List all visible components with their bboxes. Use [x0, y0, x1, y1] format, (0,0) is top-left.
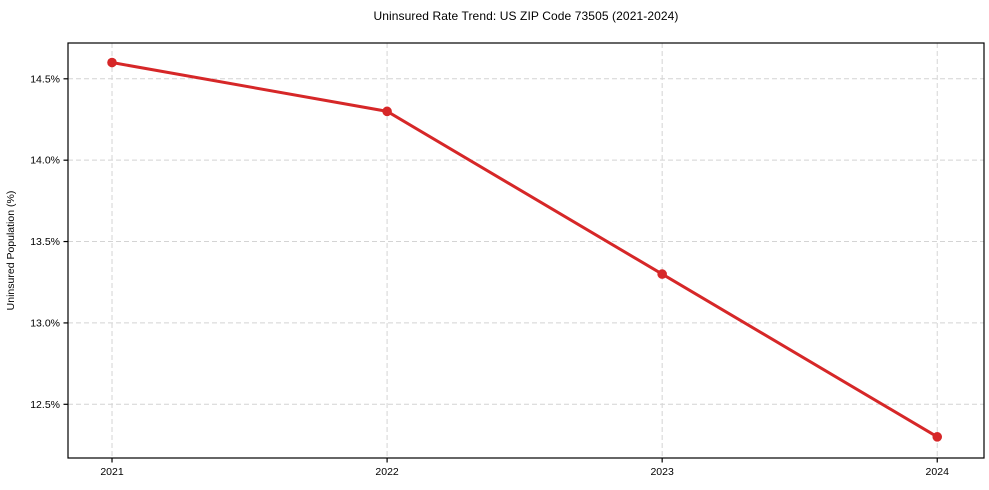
y-tick-label: 14.0%	[30, 155, 60, 167]
trend-line	[110, 61, 939, 439]
x-tick-label: 2023	[650, 466, 674, 478]
data-point-2024	[932, 432, 943, 442]
x-tick-label: 2024	[926, 466, 950, 478]
x-tick-label: 2022	[375, 466, 399, 478]
y-tick-label: 14.5%	[30, 73, 60, 85]
y-tick-label: 13.0%	[30, 317, 60, 329]
x-tick-label: 2021	[100, 466, 124, 478]
y-tick-label: 12.5%	[30, 399, 60, 411]
plot-area	[68, 43, 984, 458]
y-axis-label: Uninsured Population (%)	[5, 191, 17, 311]
data-point-2022	[382, 106, 392, 117]
chart-title: Uninsured Rate Trend: US ZIP Code 73505 …	[373, 9, 679, 23]
y-tick-label: 13.5%	[30, 236, 60, 248]
axes-spines	[67, 42, 985, 459]
data-point-2023	[657, 269, 667, 279]
data-point-2021	[107, 57, 117, 68]
